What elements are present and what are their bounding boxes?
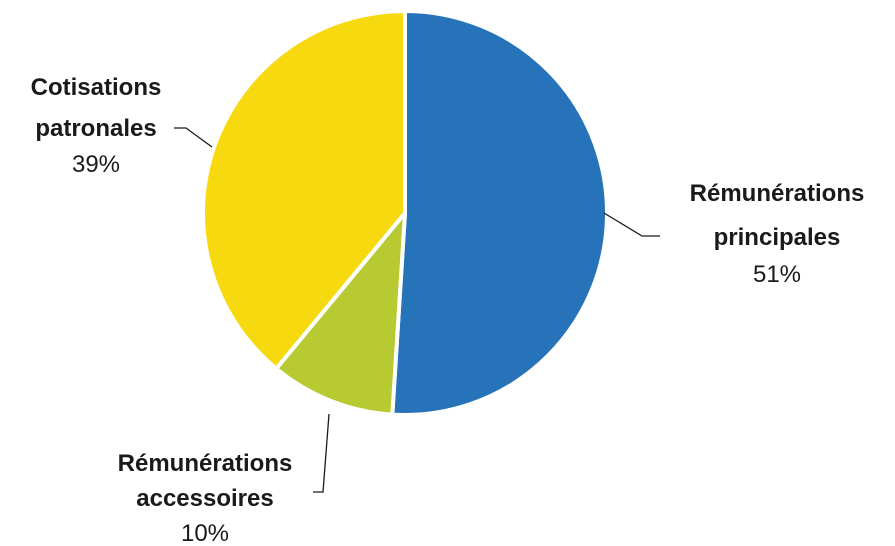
slice-value-label: 10% [181,520,229,546]
slice-name-line2: accessoires [136,485,273,512]
leader-line-patronales [174,127,213,148]
slice-value-label: 39% [72,151,120,178]
slice-label-accessoires: Rémunérations accessoires 10% [118,450,293,546]
slice-value-label: 51% [753,261,801,288]
slice-name-line1: Rémunérations [118,450,293,477]
slice-name-line1: Rémunérations [690,180,865,207]
slice-name-line2: principales [714,224,841,251]
pie-slice-accessoires [274,211,407,417]
slice-label-patronales: Cotisations patronales 39% [31,74,162,178]
leader-line-principales [603,212,660,237]
slice-name-line2: patronales [35,115,156,142]
leader-line-accessoires [313,413,330,493]
slice-label-principales: Rémunérations principales 51% [690,180,865,288]
pie-slice-patronales [201,9,407,371]
pie-slice-principales [390,9,610,417]
pie-slices [201,9,610,417]
slice-name-line1: Cotisations [31,74,162,101]
